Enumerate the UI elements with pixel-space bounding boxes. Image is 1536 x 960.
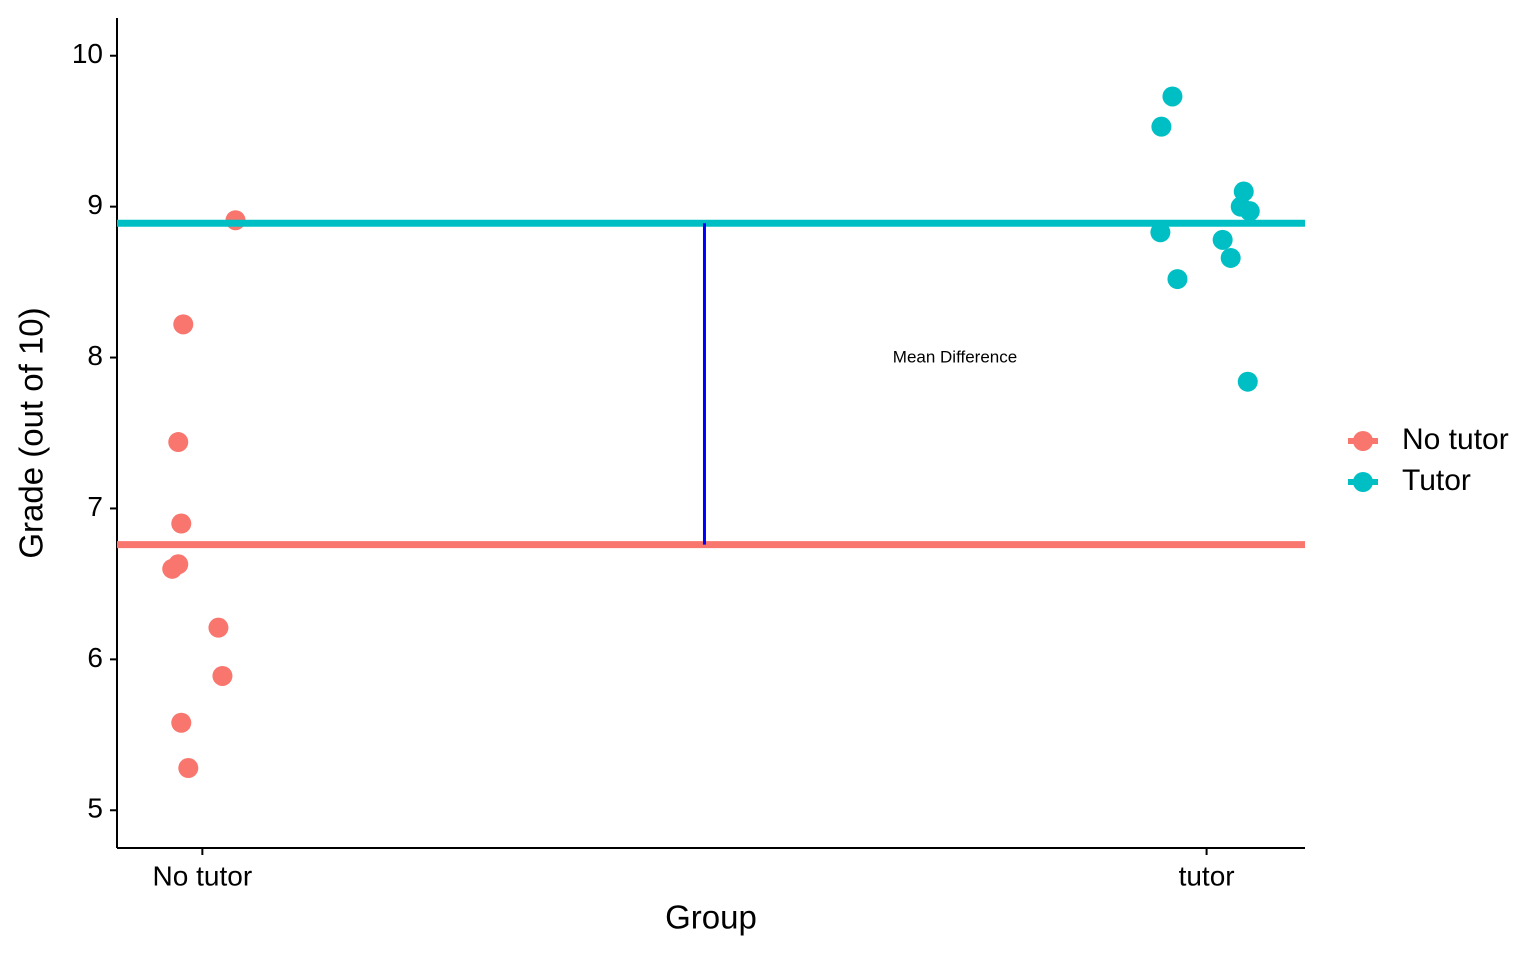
- point: [173, 314, 194, 335]
- y-tick-label: 6: [87, 642, 103, 673]
- x-tick-label: tutor: [1179, 860, 1235, 891]
- y-tick-label: 7: [87, 491, 103, 522]
- point: [162, 558, 183, 579]
- legend-key: [1353, 472, 1373, 492]
- x-tick-label: No tutor: [153, 860, 253, 891]
- point: [171, 513, 192, 534]
- point: [178, 758, 199, 779]
- point: [212, 665, 233, 686]
- annotation: Mean Difference: [893, 347, 1017, 366]
- point: [1151, 116, 1172, 137]
- point: [168, 432, 189, 453]
- point: [1220, 247, 1241, 268]
- legend-label: Tutor: [1402, 464, 1471, 497]
- point: [1162, 86, 1183, 107]
- point: [1167, 269, 1188, 290]
- point: [1150, 222, 1171, 243]
- legend-label: No tutor: [1402, 423, 1509, 456]
- point: [208, 617, 229, 638]
- point: [171, 712, 192, 733]
- legend-key: [1353, 431, 1373, 451]
- y-tick-label: 10: [72, 38, 103, 69]
- x-axis-title: Group: [665, 899, 757, 936]
- y-tick-label: 8: [87, 340, 103, 371]
- point: [1212, 229, 1233, 250]
- y-axis-title: Grade (out of 10): [13, 307, 50, 558]
- point: [1239, 201, 1260, 222]
- point: [1237, 371, 1258, 392]
- point: [1233, 181, 1254, 202]
- y-tick-label: 9: [87, 189, 103, 220]
- y-tick-label: 5: [87, 793, 103, 824]
